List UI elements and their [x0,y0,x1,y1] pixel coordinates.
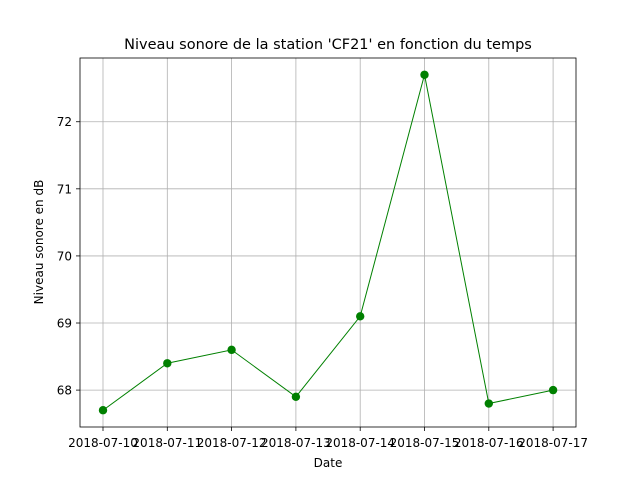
y-tick-label: 69 [57,317,72,331]
data-point [484,399,493,408]
data-point [291,392,301,402]
data-point [420,70,429,79]
x-axis-ticks: 2018-07-102018-07-112018-07-122018-07-13… [68,427,588,450]
series-line [102,74,554,411]
grid-lines [80,58,576,427]
x-axis-label: Date [314,456,343,470]
y-axis-label: Niveau sonore en dB [32,180,46,305]
y-tick-label: 71 [57,182,72,196]
data-point [356,312,365,321]
chart-title: Niveau sonore de la station 'CF21' en fo… [124,37,532,53]
x-tick-label: 2018-07-17 [518,436,588,450]
y-tick-label: 68 [57,384,72,398]
y-axis-ticks: 68 69 70 71 72 [57,115,80,398]
x-tick-label: 2018-07-15 [390,436,460,450]
x-tick-label: 2018-07-13 [261,436,331,450]
data-point [163,359,172,368]
x-tick-label: 2018-07-16 [454,436,524,450]
x-tick-label: 2018-07-12 [197,436,267,450]
data-series [98,70,558,415]
y-tick-label: 70 [57,249,72,263]
x-tick-label: 2018-07-11 [132,436,202,450]
data-point [548,385,558,395]
data-point [98,406,108,415]
x-tick-label: 2018-07-10 [68,436,138,450]
x-tick-label: 2018-07-14 [325,436,395,450]
plot-frame [79,57,577,428]
y-tick-label: 72 [57,115,72,129]
data-point [227,345,236,355]
